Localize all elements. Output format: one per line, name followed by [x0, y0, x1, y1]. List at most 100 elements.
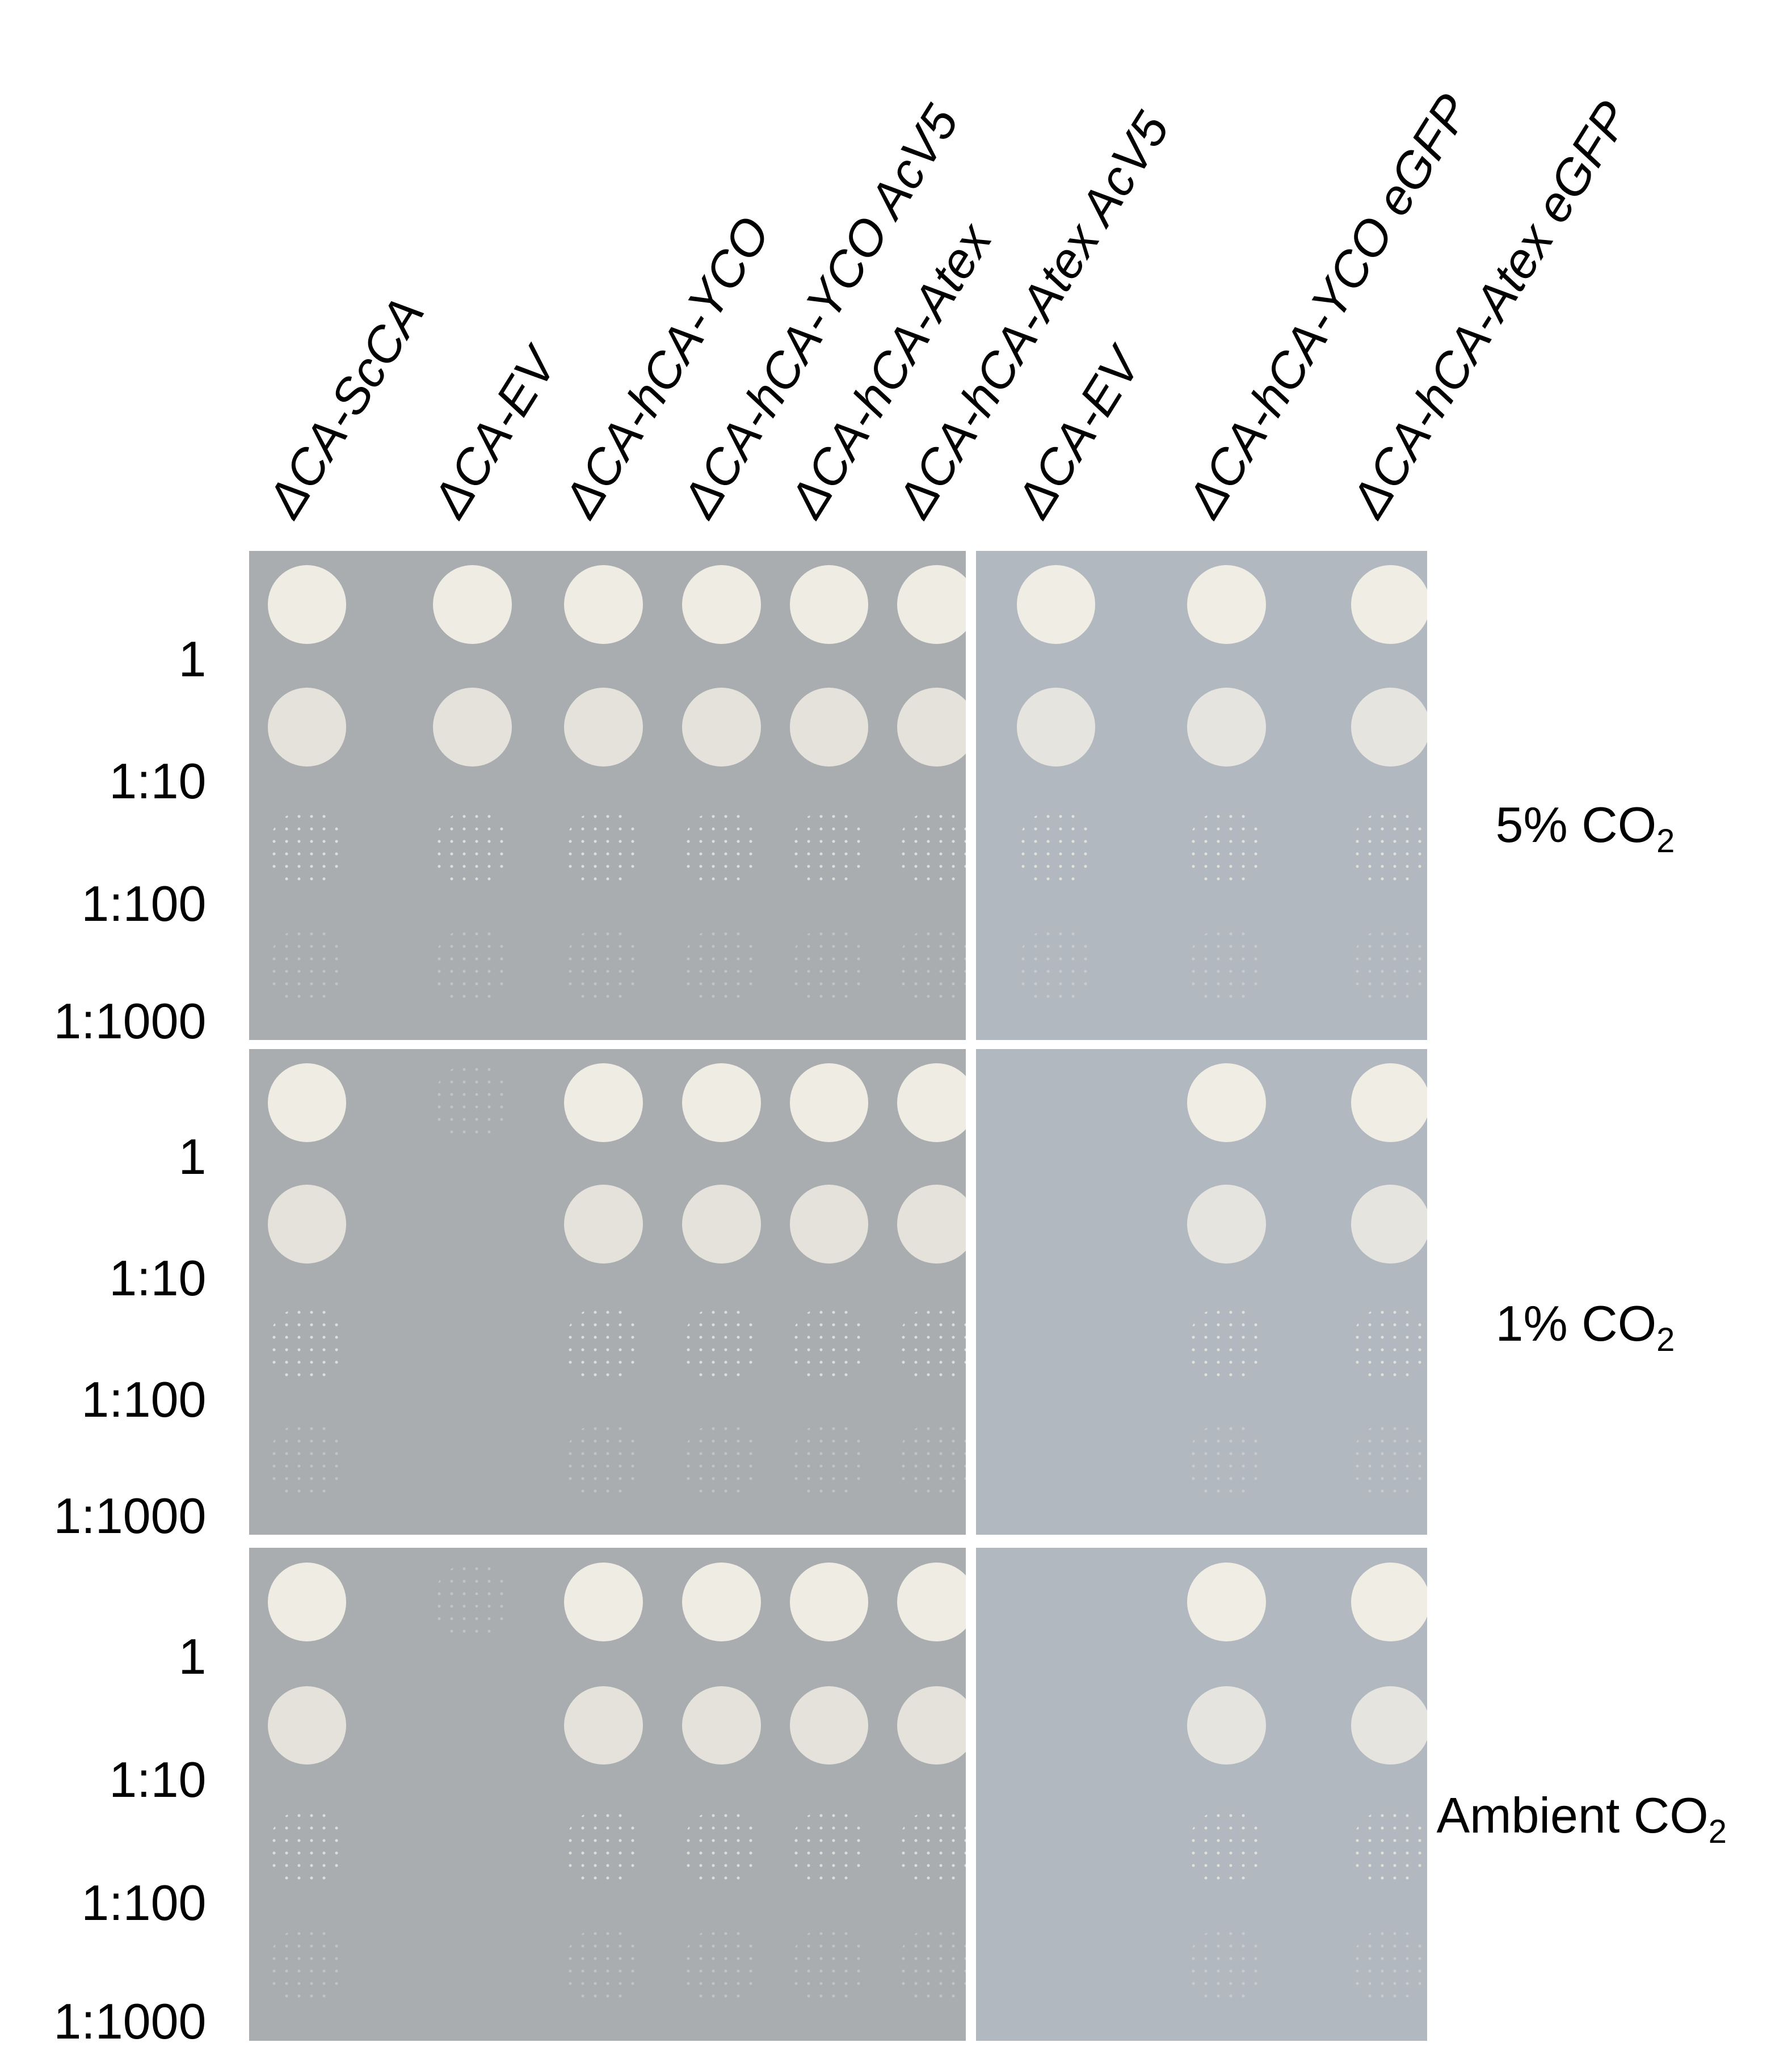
colony-spot: [267, 1686, 347, 1765]
condition-label: 1% CO2: [1495, 1295, 1675, 1358]
colony-spot: [564, 565, 643, 645]
colony-spot: [267, 927, 347, 1007]
colony-spot: [1351, 565, 1428, 645]
colony-spot: [897, 1809, 966, 1888]
colony-spot: [789, 1563, 869, 1641]
colony-spot: [1351, 927, 1428, 1007]
dilution-label: 1:100: [81, 875, 207, 932]
colony-spot: [789, 810, 869, 889]
colony-spot: [564, 1422, 643, 1501]
colony-spot: [682, 810, 761, 889]
colony-spot: [789, 927, 869, 1007]
dilution-label: 1:100: [81, 1875, 207, 1931]
colony-spot: [1187, 1927, 1266, 2007]
column-label: ΔCA-EV: [421, 338, 568, 527]
colony-spot: [682, 565, 761, 645]
colony-spot: [564, 927, 643, 1007]
colony-spot: [1351, 1927, 1428, 2007]
colony-spot: [432, 810, 512, 889]
colony-spot: [1016, 565, 1096, 645]
colony-spot: [897, 1063, 966, 1142]
condition-label: 5% CO2: [1495, 797, 1675, 860]
colony-spot: [1351, 1809, 1428, 1888]
colony-spot: [564, 1563, 643, 1641]
colony-spot: [682, 1306, 761, 1385]
colony-spot: [1016, 688, 1096, 767]
colony-spot: [682, 1809, 761, 1888]
colony-spot: [682, 927, 761, 1007]
colony-spot: [564, 1809, 643, 1888]
colony-spot: [432, 688, 512, 767]
colony-spot: [897, 927, 966, 1007]
dilution-label: 1:1000: [53, 1993, 207, 2050]
colony-spot: [789, 688, 869, 767]
colony-spot: [897, 1422, 966, 1501]
colony-spot: [267, 810, 347, 889]
colony-spot: [897, 1306, 966, 1385]
colony-spot: [682, 1927, 761, 2007]
colony-spot: [789, 1185, 869, 1264]
dilution-label: 1:1000: [53, 1487, 207, 1544]
condition-label: Ambient CO2: [1436, 1787, 1727, 1850]
colony-spot: [1351, 1185, 1428, 1264]
colony-spot: [682, 1185, 761, 1264]
dilution-label: 1:1000: [53, 992, 207, 1049]
colony-spot: [897, 1563, 966, 1641]
colony-spot: [1187, 1686, 1266, 1765]
colony-spot: [267, 1927, 347, 2007]
colony-spot: [564, 1686, 643, 1765]
colony-spot: [1016, 927, 1096, 1007]
colony-spot: [564, 1185, 643, 1264]
colony-spot: [682, 1422, 761, 1501]
colony-spot: [897, 1686, 966, 1765]
agar-plate-left: [249, 550, 966, 1041]
colony-spot: [682, 1063, 761, 1142]
agar-plate-right: [976, 1547, 1428, 2041]
colony-spot: [267, 1422, 347, 1501]
colony-spot: [789, 565, 869, 645]
colony-spot: [267, 1306, 347, 1385]
colony-spot: [432, 565, 512, 645]
colony-spot: [789, 1686, 869, 1765]
colony-spot: [267, 1063, 347, 1142]
colony-spot: [564, 1063, 643, 1142]
colony-spot: [1351, 1686, 1428, 1765]
colony-spot: [789, 1927, 869, 2007]
colony-spot: [1187, 1422, 1266, 1501]
column-label: ΔCA-hCA-YCO eGFP: [1175, 84, 1481, 527]
colony-spot: [789, 1422, 869, 1501]
colony-spot: [1351, 810, 1428, 889]
colony-spot: [432, 1063, 512, 1142]
colony-spot: [1187, 688, 1266, 767]
dilution-label: 1:10: [109, 753, 207, 810]
colony-spot: [1016, 810, 1096, 889]
dilution-label: 1:10: [109, 1751, 207, 1808]
colony-spot: [1351, 688, 1428, 767]
colony-spot: [564, 688, 643, 767]
colony-spot: [682, 1563, 761, 1641]
column-label: ΔCA-ScCA: [256, 287, 435, 527]
dilution-label: 1:100: [81, 1371, 207, 1427]
dilution-label: 1: [178, 630, 207, 687]
dilution-label: 1:10: [109, 1249, 207, 1306]
colony-spot: [1187, 1063, 1266, 1142]
colony-spot: [897, 1927, 966, 2007]
agar-plate-left: [249, 1547, 966, 2041]
colony-spot: [682, 1686, 761, 1765]
dilution-label: 1: [178, 1628, 207, 1685]
colony-spot: [1351, 1063, 1428, 1142]
colony-spot: [897, 1185, 966, 1264]
colony-spot: [1351, 1422, 1428, 1501]
colony-spot: [1187, 565, 1266, 645]
colony-spot: [267, 1563, 347, 1641]
colony-spot: [1187, 1306, 1266, 1385]
colony-spot: [1187, 810, 1266, 889]
colony-spot: [1351, 1563, 1428, 1641]
colony-spot: [267, 1185, 347, 1264]
colony-spot: [1187, 1809, 1266, 1888]
colony-spot: [267, 565, 347, 645]
colony-spot: [897, 810, 966, 889]
colony-spot: [432, 927, 512, 1007]
colony-spot: [1351, 1306, 1428, 1385]
